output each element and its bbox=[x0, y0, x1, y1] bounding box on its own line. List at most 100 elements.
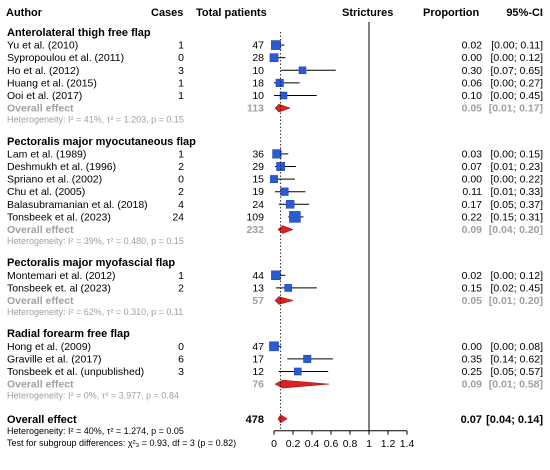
study-total: 12 bbox=[252, 366, 264, 378]
study-box bbox=[285, 200, 295, 209]
study-cases: 0 bbox=[178, 52, 184, 64]
study-proportion: 0.17 bbox=[462, 199, 483, 211]
x-tick-label: 1.4 bbox=[400, 438, 415, 450]
study-cases: 2 bbox=[178, 186, 184, 198]
x-tick-label: 0.8 bbox=[343, 438, 358, 450]
study-author: Montemari et al. (2012) bbox=[7, 270, 116, 282]
study-total: 29 bbox=[252, 161, 264, 173]
x-axis: 0 0.2 0.4 0.6 0.8 1 1.2 1.4 bbox=[271, 22, 414, 450]
study-author: Ooi et al. (2017) bbox=[7, 90, 82, 102]
study-proportion: 0.25 bbox=[462, 366, 483, 378]
study-total: 18 bbox=[252, 77, 264, 89]
study-proportion: 0.22 bbox=[462, 211, 483, 223]
study-box bbox=[269, 53, 279, 63]
study-proportion: 0.00 bbox=[462, 52, 483, 64]
study-cases: 24 bbox=[172, 211, 184, 223]
study-total: 10 bbox=[252, 65, 264, 77]
x-tick-label: 0.4 bbox=[305, 438, 320, 450]
study-ci: [0.05; 0.37] bbox=[490, 199, 543, 211]
header-author: Author bbox=[6, 7, 43, 19]
subgroup-title: Radial forearm free flap bbox=[7, 328, 130, 340]
header-total: Total patients bbox=[196, 7, 267, 19]
study-box bbox=[271, 40, 281, 50]
study-cases: 0 bbox=[178, 174, 184, 186]
study-proportion: 0.02 bbox=[462, 40, 483, 52]
study-author: Balasubramanian et al. (2018) bbox=[7, 199, 148, 211]
study-author: Sypropoulou et al. (2011) bbox=[7, 52, 124, 64]
study-author: Hong et al. (2009) bbox=[7, 341, 91, 353]
study-ci: [0.05; 0.57] bbox=[490, 366, 543, 378]
study-author: Chu et al. (2005) bbox=[7, 186, 85, 198]
study-cases: 1 bbox=[178, 270, 184, 282]
study-proportion: 0.07 bbox=[462, 161, 483, 173]
subgroup-overall-diamond bbox=[274, 103, 291, 113]
overall-diamond bbox=[277, 414, 288, 424]
subgroup-overall-proportion: 0.05 bbox=[462, 103, 483, 115]
column-headers: Author Cases Total patients Strictures P… bbox=[6, 7, 543, 19]
study-ci: [0.00; 0.45] bbox=[490, 90, 543, 102]
study-total: 13 bbox=[252, 282, 264, 294]
header-axis-title: Strictures bbox=[342, 7, 393, 19]
study-author: Graville et al. (2017) bbox=[7, 353, 102, 365]
study-box bbox=[293, 367, 302, 376]
header-proportion: Proportion bbox=[423, 7, 479, 19]
overall-heterogeneity: Heterogeneity: I² = 40%, τ² = 1.274, p =… bbox=[7, 426, 184, 436]
overall-total: 478 bbox=[246, 414, 264, 426]
study-author: Ho et al. (2012) bbox=[7, 65, 79, 77]
subgroup-overall-ci: [0.01; 0.58] bbox=[489, 379, 543, 391]
study-total: 15 bbox=[252, 174, 264, 186]
study-proportion: 0.00 bbox=[462, 341, 483, 353]
study-author: Deshmukh et al. (1996) bbox=[7, 161, 116, 173]
subgroup-overall-label: Overall effect bbox=[7, 224, 74, 236]
study-ci: [0.00; 0.27] bbox=[490, 77, 543, 89]
study-proportion: 0.30 bbox=[462, 65, 483, 77]
study-total: 47 bbox=[252, 341, 264, 353]
study-cases: 1 bbox=[178, 40, 184, 52]
subgroup-overall-diamond bbox=[274, 296, 294, 305]
study-box bbox=[298, 66, 307, 75]
study-proportion: 0.03 bbox=[462, 148, 483, 160]
study-total: 109 bbox=[246, 211, 264, 223]
study-proportion: 0.02 bbox=[462, 270, 483, 282]
study-box bbox=[270, 175, 278, 184]
x-tick-label: 0 bbox=[271, 438, 277, 450]
x-tick-label: 0.2 bbox=[286, 438, 301, 450]
header-cases: Cases bbox=[151, 7, 183, 19]
study-ci: [0.07; 0.65] bbox=[490, 65, 543, 77]
subgroup-difference-test: Test for subgroup differences: χ²₃ = 0.9… bbox=[7, 438, 236, 448]
study-proportion: 0.35 bbox=[462, 353, 483, 365]
study-cases: 0 bbox=[178, 341, 184, 353]
overall-proportion: 0.07 bbox=[461, 414, 482, 426]
subgroup-overall-ci: [0.01; 0.20] bbox=[489, 295, 543, 307]
study-proportion: 0.10 bbox=[462, 90, 483, 102]
study-author: Yu et al. (2010) bbox=[7, 40, 78, 52]
study-ci: [0.00; 0.08] bbox=[490, 341, 543, 353]
subgroup-overall-label: Overall effect bbox=[7, 295, 74, 307]
x-tick-label: 1.2 bbox=[381, 438, 396, 450]
study-box bbox=[269, 341, 279, 352]
study-total: 44 bbox=[252, 270, 264, 282]
study-ci: [0.00; 0.22] bbox=[490, 174, 543, 186]
subgroup-overall-total: 232 bbox=[246, 224, 264, 236]
study-ci: [0.00; 0.12] bbox=[490, 270, 543, 282]
study-ci: [0.02; 0.45] bbox=[490, 282, 543, 294]
study-cases: 6 bbox=[178, 353, 184, 365]
study-box bbox=[280, 187, 289, 196]
study-box bbox=[279, 91, 288, 100]
overall-ci: [0.04; 0.14] bbox=[486, 414, 543, 426]
subgroup-overall-diamond bbox=[274, 379, 330, 389]
subgroup-overall-label: Overall effect bbox=[7, 103, 74, 115]
study-proportion: 0.15 bbox=[462, 282, 483, 294]
subgroup-overall-proportion: 0.09 bbox=[462, 224, 483, 236]
subgroup-heterogeneity: Heterogeneity: I² = 0%, τ² = 3.977, p = … bbox=[7, 391, 179, 401]
study-cases: 1 bbox=[178, 77, 184, 89]
subgroup-overall-ci: [0.01; 0.17] bbox=[489, 103, 543, 115]
study-ci: [0.01; 0.33] bbox=[490, 186, 543, 198]
study-box bbox=[272, 149, 282, 159]
subgroup-heterogeneity: Heterogeneity: I² = 41%, τ² = 1.203, p =… bbox=[7, 115, 184, 125]
study-cases: 2 bbox=[178, 161, 184, 173]
x-tick-label: 0.6 bbox=[324, 438, 339, 450]
study-author: Tonsbeek et al. (unpublished) bbox=[7, 366, 144, 378]
study-total: 10 bbox=[252, 90, 264, 102]
